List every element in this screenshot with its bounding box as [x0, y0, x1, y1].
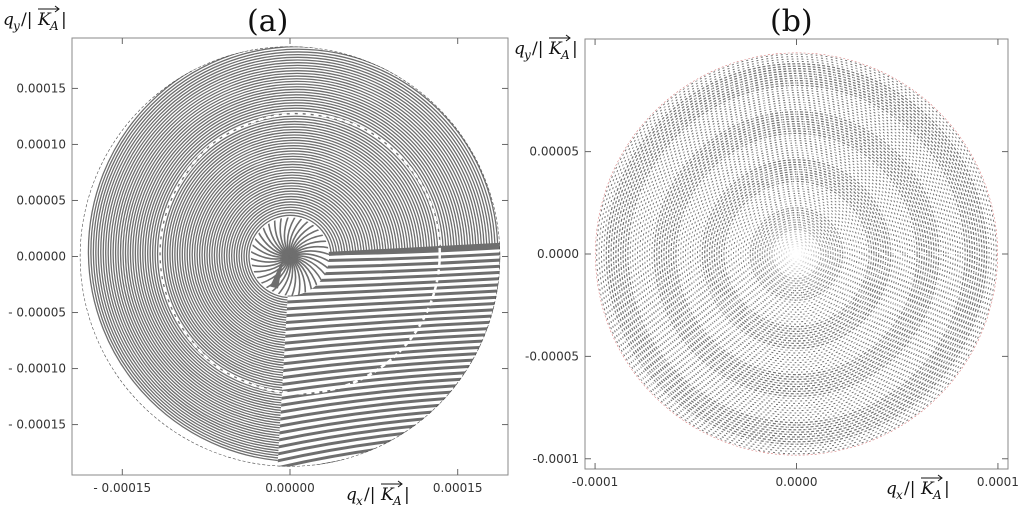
panel-b-y-label-vsub: A: [560, 48, 570, 62]
panel-b-label: (b): [770, 4, 813, 39]
panel-a-y-label-vsub: A: [49, 19, 59, 33]
panel-a-y-tick-label-5: - 0.00010: [8, 362, 66, 376]
panel-a-x-label-vsub: A: [392, 494, 402, 508]
panel-a-label: (a): [247, 4, 288, 39]
panel-a-y-tick-label-6: - 0.00015: [8, 418, 66, 432]
panel-b-y-label-sep: /|: [532, 39, 543, 59]
panel-a-y-label-vec: K: [37, 10, 52, 30]
panel-a-x-label-sub: x: [356, 494, 363, 508]
panel-b-y-tick-label-1: 0.0000: [537, 247, 579, 261]
panel-b-y-label-sub: y: [523, 48, 531, 62]
panel-a-y-label-sub: y: [12, 19, 20, 33]
panel-a-x-label-main: q: [346, 485, 357, 505]
panel-b-spoke-fringes: [595, 52, 998, 456]
panel-a: (a) - 0.00015 0.00000 0.00015 0.00015 0.0001…: [3, 4, 509, 508]
panel-b-disk: [595, 52, 998, 456]
panel-a-ticks: [72, 38, 508, 475]
panel-a-mid-circle: [159, 112, 441, 395]
panel-b-x-label-sep: /|: [904, 479, 915, 499]
panel-b-x-label-main: q: [886, 479, 897, 499]
panel-b-y-tick-label-3: -0.0001: [533, 452, 579, 466]
panel-a-x-label-close: |: [404, 485, 410, 505]
panel-a-x-label-vector-arrow: [397, 480, 403, 488]
panel-a-y-tick-label-3: 0.00000: [16, 250, 66, 264]
panel-a-x-tick-label-2: 0.00015: [433, 481, 483, 495]
panel-a-y-tick-label-2: 0.00005: [16, 193, 66, 207]
panel-a-y-label-close: |: [61, 10, 67, 30]
panel-b-y-label-main: q: [514, 39, 525, 59]
panel-b-x-label-vsub: A: [932, 488, 942, 502]
panel-b-y-axis-label: q y /| K A |: [514, 34, 578, 62]
panel-a-y-axis-label: q y /| K A |: [3, 5, 67, 33]
panel-a-y-label-sep: /|: [21, 10, 32, 30]
panel-a-tick-labels: - 0.00015 0.00000 0.00015 0.00015 0.00010 0.0…: [8, 81, 482, 495]
panel-b-tick-labels: -0.0001 0.0000 0.0001 0.00005 0.0000 -0.00005…: [525, 145, 1019, 489]
panel-a-y-tick-label-4: - 0.00005: [8, 306, 66, 320]
panel-a-y-label-vector-arrow: [54, 5, 60, 13]
panel-a-x-label-vec: K: [380, 485, 395, 505]
panel-b-x-tick-label-1: 0.0000: [776, 475, 818, 489]
panel-b-y-label-vec: K: [548, 39, 563, 59]
panel-a-disk: [79, 46, 501, 467]
panel-a-x-tick-label-1: 0.00000: [265, 481, 315, 495]
panel-b-x-tick-label-0: -0.0001: [572, 475, 618, 489]
panel-b-x-label-close: |: [944, 479, 950, 499]
panel-a-y-label-main: q: [3, 10, 14, 30]
panel-b-y-label-vector-arrow: [565, 34, 571, 42]
panel-a-y-tick-label-1: 0.00010: [16, 137, 66, 151]
panel-a-x-tick-label-0: - 0.00015: [93, 481, 151, 495]
panel-b-x-tick-label-2: 0.0001: [977, 475, 1019, 489]
panel-b-x-axis-label: q x /| K A |: [886, 474, 950, 502]
panel-b-y-tick-label-2: -0.00005: [525, 349, 579, 363]
panel-a-y-tick-label-0: 0.00015: [16, 81, 66, 95]
panel-b-y-label-close: |: [572, 39, 578, 59]
panel-b-ticks: [585, 39, 1008, 469]
panel-a-x-label-sep: /|: [364, 485, 375, 505]
panel-a-x-axis-label: q x /| K A |: [346, 480, 410, 508]
panel-b-x-label-vec: K: [920, 479, 935, 499]
panel-b-y-tick-label-0: 0.00005: [529, 145, 579, 159]
panel-b: (b) -0.0001 0.0000 0.00010.000050.0000-0.0…: [514, 4, 1019, 502]
panel-b-x-label-vector-arrow: [937, 474, 943, 482]
panel-b-x-label-sub: x: [896, 488, 903, 502]
